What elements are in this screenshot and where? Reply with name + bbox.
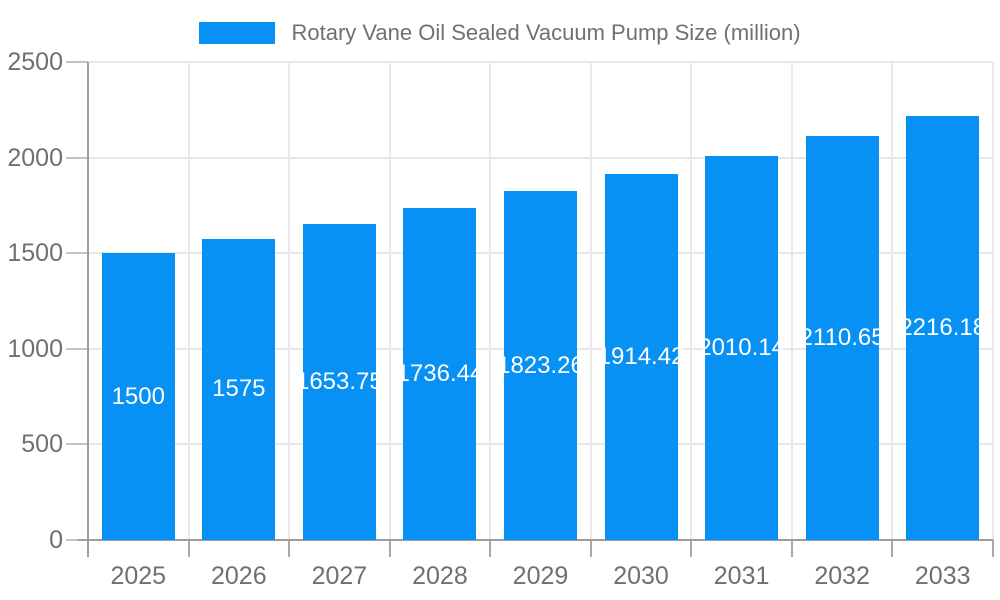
x-gridline: [388, 62, 391, 540]
bar-2029[interactable]: [504, 191, 577, 540]
x-tick-mark: [187, 540, 190, 557]
x-gridline: [992, 62, 994, 540]
y-tick-label: 0: [49, 526, 63, 554]
x-tick-label: 2030: [613, 562, 669, 590]
bar-value-label: 1914.42: [597, 342, 685, 370]
bar-value-label: 1823.26: [497, 351, 584, 379]
y-tick-label: 500: [21, 430, 63, 459]
x-tick-mark: [288, 540, 291, 557]
x-tick-label: 2032: [814, 562, 870, 590]
bar-value-label: 2110.65: [799, 324, 885, 352]
y-axis-line: [87, 62, 89, 557]
x-tick-label: 2026: [211, 562, 267, 590]
bar-2032[interactable]: [805, 136, 879, 540]
x-tick-label: 2031: [713, 562, 770, 590]
bar-2027[interactable]: [302, 223, 376, 540]
x-tick-mark: [891, 540, 894, 557]
y-tick-label: 2500: [7, 48, 63, 76]
y-tick-mark: [66, 61, 88, 63]
bar-2033[interactable]: [906, 116, 980, 540]
x-axis-line: [78, 539, 993, 541]
x-gridline: [489, 62, 492, 540]
y-gridline: [88, 156, 993, 159]
bar-value-label: 1575: [212, 375, 266, 403]
legend-swatch: [199, 22, 276, 44]
x-gridline: [589, 62, 592, 540]
y-tick-mark: [66, 443, 88, 446]
x-tick-label: 2027: [311, 562, 368, 590]
x-tick-label: 2033: [914, 562, 971, 590]
x-tick-mark: [690, 540, 693, 557]
y-tick-label: 1500: [7, 239, 63, 268]
x-tick-mark: [388, 540, 391, 557]
y-tick-label: 2000: [7, 143, 63, 172]
x-tick-mark: [589, 540, 592, 557]
x-gridline: [690, 62, 693, 540]
bar-2030[interactable]: [604, 173, 678, 540]
y-tick-mark: [66, 347, 88, 350]
bar-value-label: 1653.75: [295, 367, 383, 395]
x-tick-mark: [992, 540, 994, 557]
legend[interactable]: Rotary Vane Oil Sealed Vacuum Pump Size …: [0, 18, 1000, 48]
bar-2025[interactable]: [101, 253, 175, 540]
x-gridline: [790, 62, 793, 540]
legend-label: Rotary Vane Oil Sealed Vacuum Pump Size …: [291, 20, 801, 45]
y-tick-mark: [66, 252, 88, 255]
x-tick-mark: [489, 540, 492, 557]
x-tick-label: 2029: [512, 562, 569, 590]
bar-value-label: 1500: [111, 382, 165, 410]
y-gridline: [88, 61, 993, 63]
y-tick-label: 1000: [7, 334, 63, 363]
x-tick-label: 2025: [110, 562, 167, 590]
bar-value-label: 1736.44: [396, 359, 484, 387]
bar-2028[interactable]: [403, 207, 477, 540]
bar-value-label: 2216.18: [899, 314, 987, 342]
bar-value-label: 2010.14: [698, 333, 785, 361]
y-tick-mark: [66, 539, 88, 541]
x-gridline: [891, 62, 894, 540]
bar-2031[interactable]: [705, 155, 779, 540]
x-tick-mark: [790, 540, 793, 557]
x-gridline: [187, 62, 190, 540]
y-tick-mark: [66, 156, 88, 159]
x-tick-label: 2028: [412, 562, 468, 590]
bar-2026[interactable]: [202, 238, 276, 540]
x-gridline: [288, 62, 291, 540]
